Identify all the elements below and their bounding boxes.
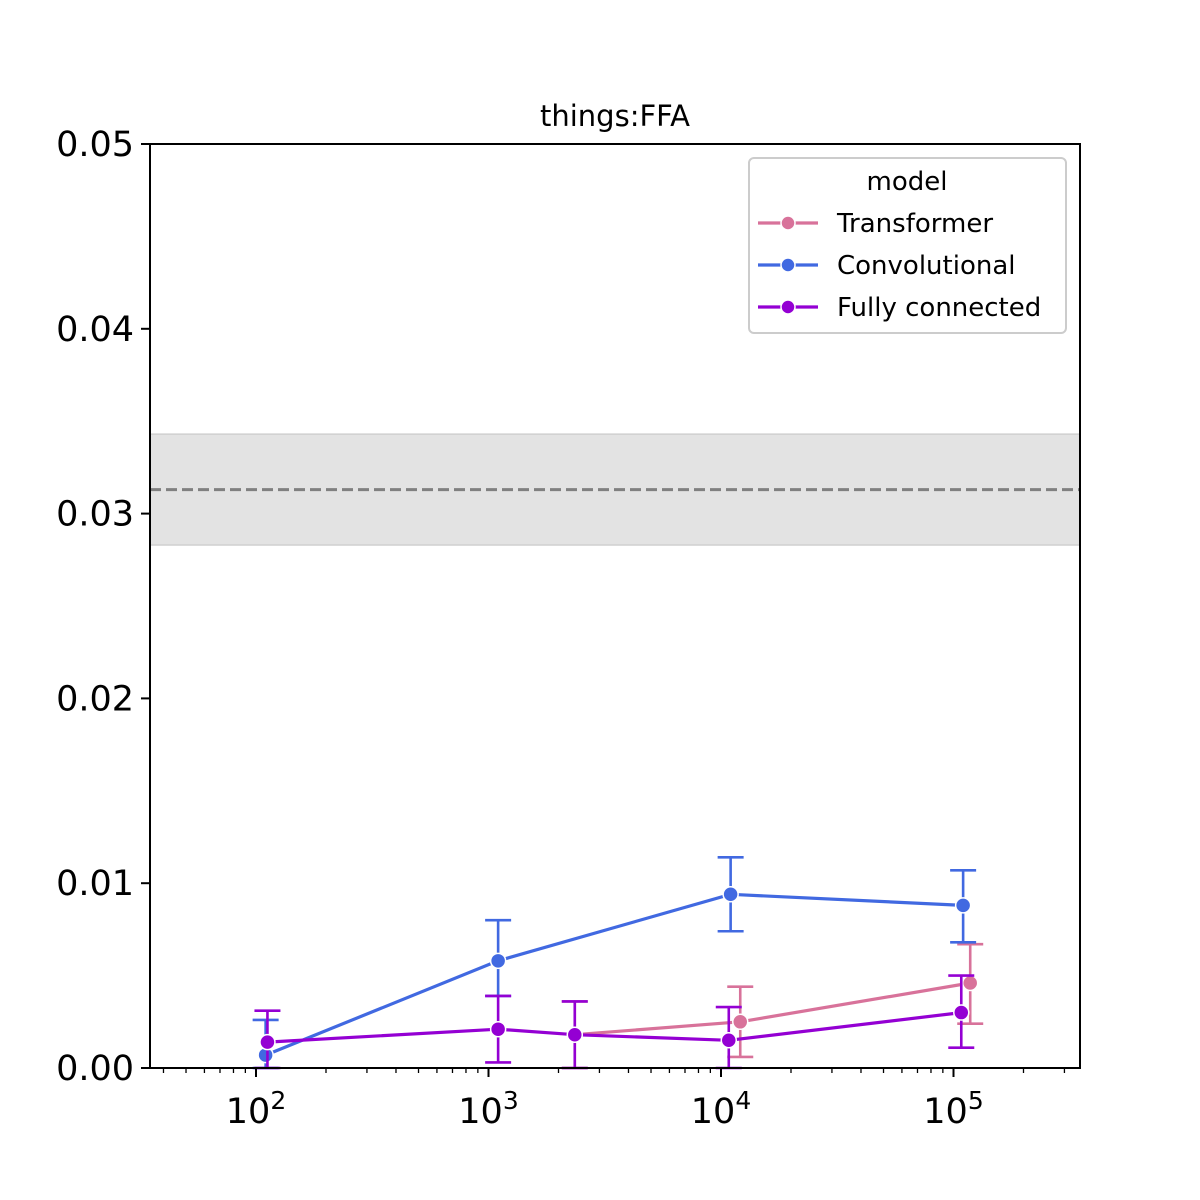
data-point [259, 1033, 276, 1051]
x-tick-label: 104 [691, 1086, 751, 1132]
data-point [722, 886, 739, 903]
data-point [566, 1026, 584, 1043]
legend: model Transformer Convolutional Fully conne… [748, 157, 1067, 334]
legend-label: Convolutional [837, 251, 1016, 281]
data-point [489, 952, 507, 970]
data-point [954, 897, 972, 914]
y-tick-label: 0.00 [56, 1049, 134, 1089]
series-fully-connected [254, 974, 975, 1070]
y-tick-label: 0.05 [56, 125, 134, 165]
legend-item-fully-connected: Fully connected [758, 293, 1041, 323]
axes-layer: 0.00 0.01 0.02 0.03 0.04 0.05 102 103 104 105 [56, 125, 1081, 1132]
legend-title: model [867, 167, 948, 197]
x-tick-label: 103 [458, 1086, 518, 1132]
legend-item-convolutional: Convolutional [758, 251, 1016, 281]
data-point [489, 1020, 507, 1038]
y-tick-label: 0.03 [56, 495, 134, 535]
reference-band-layer [149, 433, 1081, 546]
y-tick-label: 0.04 [56, 310, 134, 350]
x-tick-label: 102 [226, 1086, 286, 1132]
y-tick-label: 0.02 [56, 679, 134, 719]
legend-swatch-marker [780, 257, 796, 273]
plot-frame [149, 143, 1081, 1069]
data-point [953, 1004, 970, 1021]
data-point [732, 1013, 749, 1031]
chart-title: things:FFA [540, 99, 690, 133]
legend-item-transformer: Transformer [758, 209, 993, 239]
legend-swatch-marker [780, 215, 796, 231]
y-tick-label: 0.01 [56, 864, 134, 904]
legend-swatch-marker [780, 299, 796, 315]
series-layer [252, 856, 984, 1070]
data-point [961, 974, 979, 992]
legend-label: Transformer [836, 209, 993, 239]
x-tick-label: 105 [923, 1086, 983, 1132]
legend-box [748, 157, 1067, 334]
data-point [720, 1032, 738, 1049]
series-line [264, 892, 964, 1057]
legend-label: Fully connected [837, 293, 1041, 323]
